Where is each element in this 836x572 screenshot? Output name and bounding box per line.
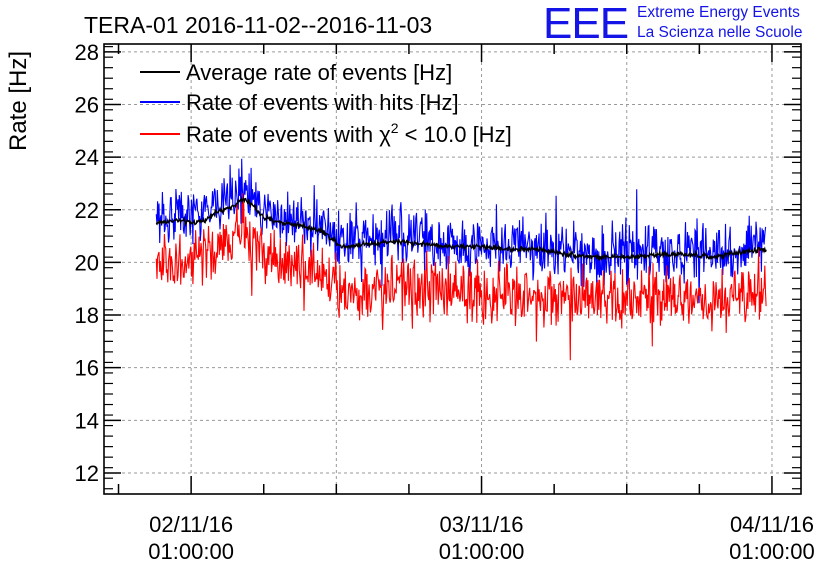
- x-tick-label-date: 02/11/16: [149, 512, 233, 537]
- y-tick-labels: 12 14 16 18 20 22 24 26 28: [75, 40, 99, 486]
- legend-label-2: Rate of events with χ2 < 10.0 [Hz]: [186, 120, 512, 147]
- legend: Average rate of events [Hz] Rate of event…: [140, 60, 512, 147]
- x-tick-labels: 02/11/1601:00:0003/11/1601:00:0004/11/16…: [148, 512, 814, 564]
- y-tick-label: 28: [75, 40, 99, 65]
- y-tick-label: 22: [75, 198, 99, 223]
- y-tick-label: 26: [75, 93, 99, 118]
- logo-line-2: La Scienza nelle Scuole: [637, 24, 802, 41]
- y-tick-label: 18: [75, 303, 99, 328]
- legend-label-1: Rate of events with hits [Hz]: [186, 90, 459, 115]
- legend-label-suffix: < 10.0 [Hz]: [399, 122, 512, 147]
- x-tick-label-date: 04/11/16: [730, 512, 814, 537]
- plot-frame: [103, 43, 802, 495]
- x-tick-label-time: 01:00:00: [729, 539, 815, 564]
- series-line-1: [155, 158, 767, 304]
- series-layer: [155, 158, 767, 361]
- logo-line-1: Extreme Energy Events: [637, 4, 800, 21]
- y-tick-label: 24: [75, 145, 99, 170]
- legend-label-text: Rate of events with χ: [186, 122, 391, 147]
- y-axis-label: Rate [Hz]: [5, 51, 32, 151]
- y-tick-label: 12: [75, 461, 99, 486]
- legend-label-text: Average rate of events [Hz]: [186, 60, 452, 85]
- axis-ticks: [104, 44, 801, 494]
- x-tick-label-time: 01:00:00: [148, 539, 234, 564]
- y-tick-label: 16: [75, 356, 99, 381]
- y-tick-label: 14: [75, 408, 99, 433]
- series-line-0: [155, 195, 767, 262]
- chart-title: TERA-01 2016-11-02--2016-11-03: [84, 12, 432, 38]
- eee-logo: EEE Extreme Energy Events La Scienza nel…: [543, 0, 802, 48]
- x-tick-label-time: 01:00:00: [439, 539, 525, 564]
- y-tick-label: 20: [75, 250, 99, 275]
- x-tick-label-date: 03/11/16: [440, 512, 524, 537]
- legend-label-superscript: 2: [391, 120, 399, 136]
- series-line-2: [155, 193, 767, 361]
- legend-label-text: Rate of events with hits [Hz]: [186, 90, 459, 115]
- logo-eee-text: EEE: [543, 0, 628, 48]
- legend-label-0: Average rate of events [Hz]: [186, 60, 452, 85]
